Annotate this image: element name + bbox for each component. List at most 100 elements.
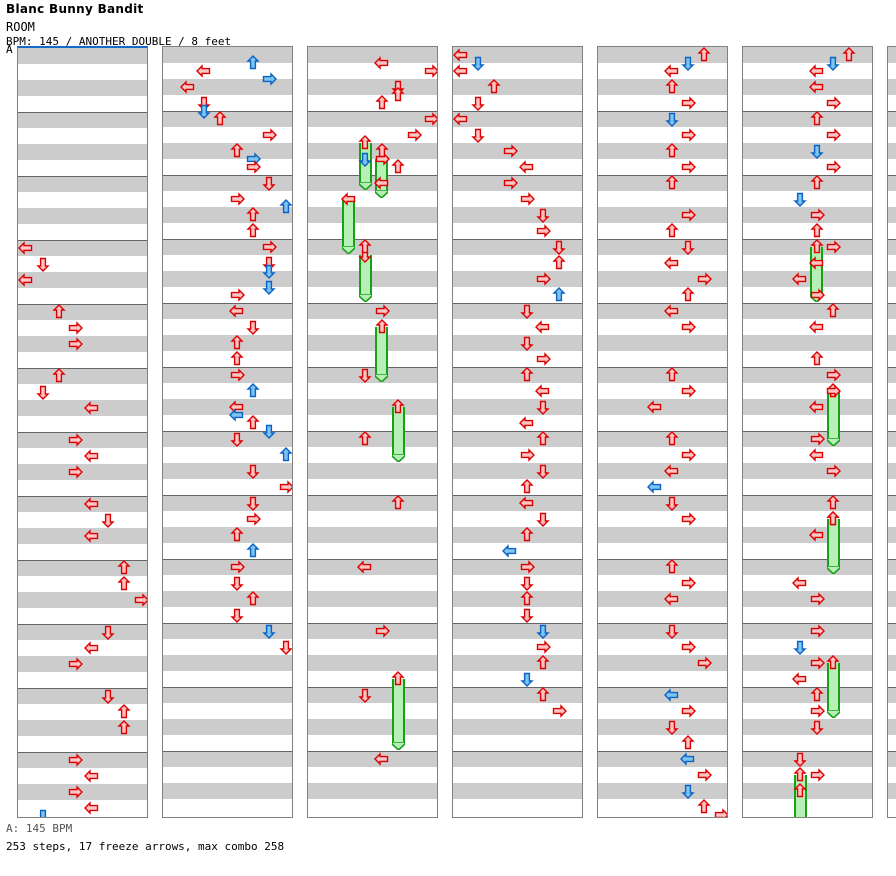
note-arrow-left-4th [18, 240, 34, 256]
beat-band [308, 687, 437, 703]
note-arrow-left-4th [228, 303, 245, 319]
note-arrow-right-4th [535, 223, 552, 239]
beat-band [888, 367, 896, 383]
note-arrow-left-4th [663, 591, 680, 607]
measure-line [598, 559, 727, 560]
beat-band [743, 335, 872, 351]
beat-band [18, 400, 147, 416]
freeze-arrow-head [390, 399, 406, 415]
note-arrow-up-4th [519, 527, 535, 543]
note-arrow-down-8th [664, 111, 680, 127]
measure-line [598, 431, 727, 432]
note-arrow-right-4th [229, 559, 245, 575]
measure-line [163, 239, 292, 240]
measure-line [888, 239, 896, 240]
beat-band [743, 783, 872, 799]
measure-line [18, 240, 147, 241]
beat-band [163, 783, 292, 799]
note-arrow-right-4th [696, 271, 713, 287]
beat-band [163, 655, 292, 671]
beat-band [888, 655, 896, 671]
measure-line [163, 751, 292, 752]
beat-band [163, 143, 292, 159]
measure-line [743, 687, 872, 688]
note-arrow-up-4th [51, 304, 67, 320]
measure-line [18, 176, 147, 177]
note-arrow-up-4th [535, 431, 551, 447]
measure-line [308, 623, 437, 624]
measure-line [888, 303, 896, 304]
measure-line [598, 175, 727, 176]
beat-band [743, 399, 872, 415]
note-arrow-down-8th [680, 783, 696, 799]
beat-band [453, 591, 582, 607]
note-arrow-right-4th [680, 207, 697, 223]
freeze-arrow-body [375, 327, 389, 382]
measure-line [308, 367, 437, 368]
note-arrow-up-4th [825, 495, 841, 511]
beat-band [598, 335, 727, 351]
beat-band [888, 303, 896, 319]
chart-column-0 [17, 46, 148, 818]
note-arrow-up-4th [245, 207, 261, 223]
measure-line [453, 431, 582, 432]
note-arrow-up-4th [357, 431, 373, 447]
chart-column-6 [887, 46, 896, 818]
beat-band [888, 719, 896, 735]
note-arrow-right-4th [713, 807, 727, 817]
beat-band [453, 463, 582, 479]
bpm-marker-label: A [6, 43, 13, 56]
beat-band [598, 271, 727, 287]
chart-column-4 [597, 46, 728, 818]
note-arrow-right-4th [680, 383, 697, 399]
note-arrow-down-4th [664, 495, 680, 511]
measure-line [308, 495, 437, 496]
note-arrow-left-4th [518, 415, 535, 431]
freeze-arrow-body [391, 407, 405, 462]
note-arrow-up-4th [825, 303, 841, 319]
freeze-arrow-tail [342, 246, 356, 254]
beat-band [308, 463, 437, 479]
note-arrow-left-4th [83, 448, 100, 464]
beat-band [308, 303, 437, 319]
note-arrow-left-4th [453, 63, 469, 79]
beat-band [163, 47, 292, 63]
measure-line [743, 751, 872, 752]
note-arrow-right-4th [502, 143, 519, 159]
note-arrow-up-8th [245, 543, 261, 559]
note-arrow-down-4th [357, 687, 373, 703]
beat-band [163, 271, 292, 287]
beat-band [453, 303, 582, 319]
note-arrow-right-4th [229, 191, 245, 207]
beat-band [18, 528, 147, 544]
note-arrow-up-4th [809, 111, 825, 127]
note-arrow-up-4th [212, 111, 228, 127]
measure-line [598, 687, 727, 688]
measure-line [18, 752, 147, 753]
note-arrow-down-4th [100, 688, 116, 704]
measure-line [308, 175, 437, 176]
note-arrow-down-8th [35, 808, 51, 817]
note-arrow-up-4th [486, 79, 502, 95]
note-arrow-right-4th [680, 95, 697, 111]
beat-band [453, 239, 582, 255]
note-arrow-up-4th [664, 175, 680, 191]
note-arrow-up-8th [245, 55, 261, 71]
note-arrow-up-4th [374, 143, 390, 159]
beat-band [453, 527, 582, 543]
note-arrow-right-4th [680, 511, 697, 527]
beat-band [743, 687, 872, 703]
note-arrow-down-4th [261, 175, 277, 191]
beat-band [18, 144, 147, 160]
note-arrow-down-8th [825, 55, 841, 71]
measure-line [743, 623, 872, 624]
note-arrow-right-4th [67, 752, 84, 768]
note-arrow-up-4th [519, 591, 535, 607]
measure-line [743, 367, 872, 368]
beat-band [888, 591, 896, 607]
beat-band [743, 367, 872, 383]
beat-band [598, 463, 727, 479]
note-arrow-right-4th [423, 63, 437, 79]
note-arrow-up-4th [116, 720, 132, 736]
beat-band [308, 79, 437, 95]
